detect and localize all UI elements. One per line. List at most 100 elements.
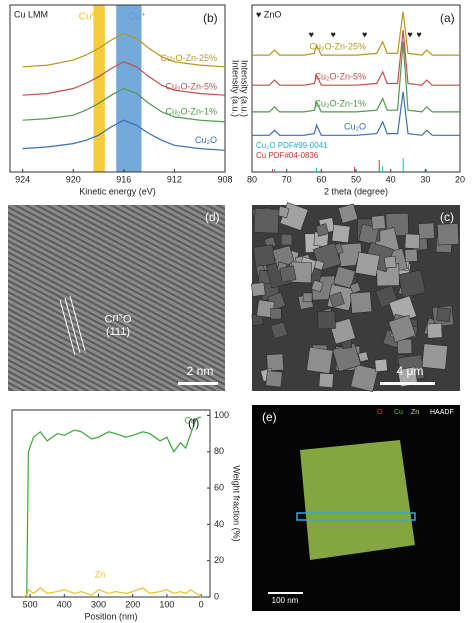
scale-bar: [178, 382, 218, 385]
series-line: [252, 30, 460, 86]
series-line: [252, 11, 460, 56]
series-label: Cu: [184, 415, 196, 425]
x-tick-label: 60: [316, 174, 326, 184]
crystal: [317, 310, 336, 330]
lattice-line: [64, 297, 81, 354]
x-tick-label: 924: [15, 174, 30, 184]
y-tick-label: 100: [214, 410, 229, 420]
series-label: Cu₂O-Zn-1%: [314, 98, 366, 108]
crystal: [333, 266, 356, 289]
crystal: [404, 248, 418, 263]
crystal: [302, 292, 313, 303]
crystal: [418, 222, 435, 240]
crystal: [388, 314, 416, 343]
x-tick-label: 80: [247, 174, 257, 184]
series-line: [252, 41, 460, 113]
crystal: [311, 279, 324, 293]
series-line: [22, 61, 226, 96]
channel-label: HAADF: [430, 409, 454, 416]
plot-frame: [9, 4, 226, 173]
band: [116, 5, 142, 172]
band: [93, 5, 105, 172]
particle: [300, 440, 415, 560]
crystal: [384, 255, 397, 269]
panel-label: (d): [205, 210, 220, 224]
crystal: [437, 223, 460, 246]
crystal: [350, 291, 373, 314]
crystal: [266, 353, 284, 372]
crystal: [349, 282, 362, 294]
crystal: [253, 207, 280, 234]
x-tick-label: 400: [57, 599, 72, 609]
crystal: [337, 203, 359, 224]
x-tick-label: 70: [282, 174, 292, 184]
panel-label: (a): [440, 11, 455, 25]
x-tick-label: 500: [23, 599, 38, 609]
crystal: [397, 269, 426, 298]
crystal: [396, 338, 413, 355]
crystal: [350, 364, 379, 392]
crystal: [250, 282, 266, 297]
zno-marker: ♥: [309, 29, 314, 39]
series-label: Cu₂O: [344, 122, 366, 132]
crystal: [265, 370, 283, 388]
band-label: Cu⁰: [79, 12, 96, 23]
series-line: [22, 32, 226, 68]
eds-panel: (e) 100 nm: [252, 405, 460, 611]
lattice-line: [69, 295, 86, 352]
line-scan: [296, 512, 416, 521]
crystal: [270, 321, 288, 340]
series-line: [22, 119, 226, 151]
panel-label: (f): [188, 416, 199, 430]
x-tick-label: 0: [199, 599, 204, 609]
legend: ♥ ZnO: [256, 9, 281, 19]
band-label: Cu⁺: [128, 12, 146, 23]
crystal: [436, 307, 452, 322]
chart-title: Cu LMM: [14, 9, 48, 19]
y-tick-label: 20: [214, 555, 224, 565]
zno-marker: ♥: [330, 29, 335, 39]
y-tick-label: 80: [214, 446, 224, 456]
reference-label: Cu₂O PDF#99-0041: [256, 141, 328, 150]
crystal: [306, 346, 334, 374]
crystal: [374, 358, 388, 373]
tem-image: [8, 205, 225, 391]
crystal: [328, 291, 345, 308]
series-label: Cu₂O-Zn-25%: [309, 41, 366, 51]
crystal: [279, 265, 297, 283]
reference-label: Cu PDF#04-0836: [256, 151, 319, 160]
series-line: [23, 587, 202, 598]
x-tick-label: 30: [420, 174, 430, 184]
crystal: [313, 259, 325, 271]
crystal: [329, 318, 356, 345]
series-line: [252, 91, 460, 136]
crystal: [281, 234, 293, 246]
sem-panel: [250, 202, 460, 392]
y-axis-label: Intensity (a.u.): [240, 60, 250, 117]
crystal: [331, 224, 351, 243]
scale-label: 4 μm: [397, 364, 424, 378]
x-tick-label: 100: [159, 599, 174, 609]
x-tick-label: 916: [116, 174, 131, 184]
series-label: Cu₂O-Zn-5%: [165, 82, 217, 92]
tem-plane: (111): [106, 326, 130, 338]
series-line: [23, 416, 202, 598]
plot-frame: [11, 409, 211, 598]
scale-bar: [380, 382, 435, 385]
crystal: [371, 215, 386, 230]
crystal: [315, 223, 329, 237]
x-tick-label: 300: [91, 599, 106, 609]
y-axis-label: Weight fraction (%): [232, 465, 242, 541]
scale-label: 100 nm: [272, 596, 299, 605]
x-tick-label: 40: [386, 174, 396, 184]
crystal: [421, 343, 448, 370]
channel-label: Cu: [394, 409, 403, 416]
series-label: Cu₂O-Zn-5%: [314, 72, 366, 82]
zno-marker: ♥: [416, 29, 421, 39]
series-label: Cu₂O: [195, 135, 217, 145]
channel-label: Zn: [411, 409, 419, 416]
lattice-line: [59, 299, 76, 356]
panel-label: (c): [440, 210, 454, 224]
x-axis-label: Position (nm): [84, 611, 137, 621]
